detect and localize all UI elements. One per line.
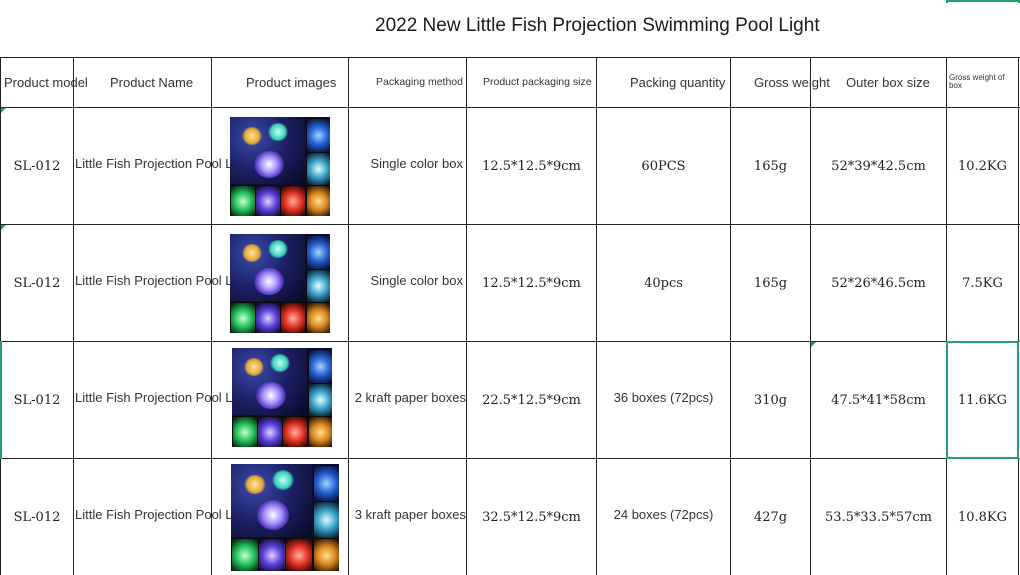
product-image[interactable] xyxy=(232,348,332,447)
header-outer-box-size[interactable]: Outer box size xyxy=(846,74,930,90)
header-gross-weight-box[interactable]: Gross weight of box xyxy=(949,73,1005,90)
cell-name[interactable]: Little Fish Projection Pool Light xyxy=(75,506,254,522)
cell-gross-weight-box[interactable]: 10.8KG xyxy=(957,509,1008,525)
cell-outer-box-size[interactable]: 47.5*41*58cm xyxy=(831,392,926,408)
cell-gross-weight[interactable]: 165g xyxy=(753,158,788,174)
header-gross-weight[interactable]: Gross weight xyxy=(754,74,830,90)
cell-model[interactable]: SL-012 xyxy=(13,392,61,408)
cell-outer-box-size[interactable]: 53.5*33.5*57cm xyxy=(824,509,933,525)
header-packaging-method[interactable]: Packaging method xyxy=(376,76,463,88)
cell-packing-quantity[interactable]: 24 boxes (72pcs) xyxy=(613,506,714,522)
cell-gross-weight[interactable]: 310g xyxy=(753,392,788,408)
cell-gross-weight[interactable]: 427g xyxy=(753,509,788,525)
cell-packaging-size[interactable]: 12.5*12.5*9cm xyxy=(482,158,581,174)
cell-packaging-method[interactable]: Single color box xyxy=(370,155,464,171)
cell-outer-box-size[interactable]: 52*39*42.5cm xyxy=(831,158,926,174)
cell-gross-weight[interactable]: 165g xyxy=(753,275,788,291)
product-image[interactable] xyxy=(230,234,330,333)
cell-outer-box-size[interactable]: 52*26*46.5cm xyxy=(831,275,926,291)
cell-packaging-size[interactable]: 32.5*12.5*9cm xyxy=(482,509,581,525)
header-product-model[interactable]: Product model xyxy=(4,74,88,90)
product-image[interactable] xyxy=(230,117,330,216)
header-product-images[interactable]: Product images xyxy=(246,74,337,90)
sheet-title[interactable]: 2022 New Little Fish Projection Swimming… xyxy=(375,15,820,36)
cell-gross-weight-box[interactable]: 7.5KG xyxy=(962,275,1003,291)
cell-packaging-size[interactable]: 22.5*12.5*9cm xyxy=(482,392,581,408)
cell-packing-quantity[interactable]: 60PCS xyxy=(641,158,686,174)
cell-packaging-method[interactable]: Single color box xyxy=(370,272,464,288)
cell-packing-quantity[interactable]: 36 boxes (72pcs) xyxy=(613,389,714,405)
title-row: 2022 New Little Fish Projection Swimming… xyxy=(0,0,1020,58)
cell-name[interactable]: Little Fish Projection Pool Light xyxy=(75,272,254,288)
cell-model[interactable]: SL-012 xyxy=(13,509,61,525)
header-product-name[interactable]: Product Name xyxy=(110,74,194,90)
cell-model[interactable]: SL-012 xyxy=(13,275,61,291)
cell-gross-weight-box[interactable]: 11.6KG xyxy=(957,392,1008,408)
cell-model[interactable]: SL-012 xyxy=(13,158,61,174)
product-image[interactable] xyxy=(231,464,339,571)
table-grid xyxy=(0,57,1020,575)
cell-packaging-method[interactable]: 3 kraft paper boxes xyxy=(354,506,466,522)
cell-gross-weight-box[interactable]: 10.2KG xyxy=(957,158,1008,174)
header-packing-quantity[interactable]: Packing quantity xyxy=(630,74,726,90)
cell-packing-quantity[interactable]: 40pcs xyxy=(644,275,683,291)
header-packaging-size[interactable]: Product packaging size xyxy=(483,76,592,88)
cell-name[interactable]: Little Fish Projection Pool Light xyxy=(75,155,254,171)
cell-name[interactable]: Little Fish Projection Pool Light xyxy=(75,389,254,405)
cell-packaging-size[interactable]: 12.5*12.5*9cm xyxy=(482,275,581,291)
cell-packaging-method[interactable]: 2 kraft paper boxes xyxy=(354,389,466,405)
